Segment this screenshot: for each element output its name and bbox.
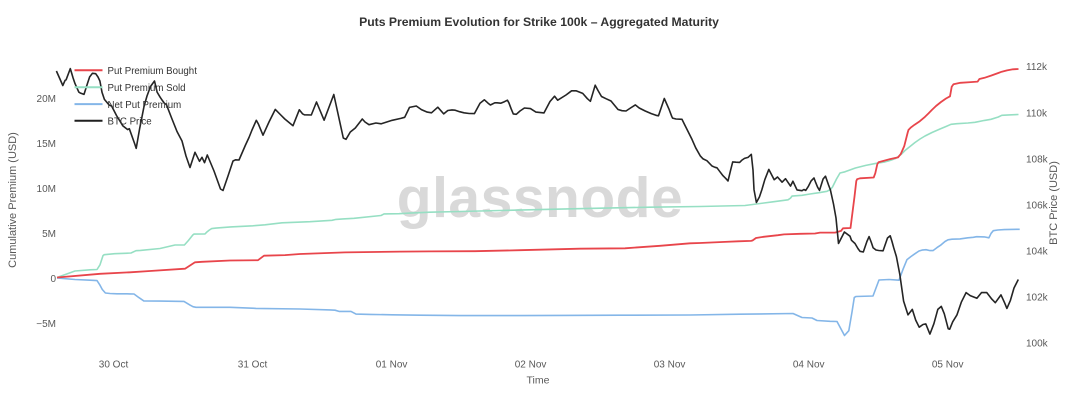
svg-text:Put Premium Bought: Put Premium Bought — [108, 66, 198, 77]
svg-text:03 Nov: 03 Nov — [654, 360, 686, 371]
svg-text:104k: 104k — [1026, 247, 1049, 258]
svg-text:110k: 110k — [1026, 108, 1048, 119]
svg-text:Puts Premium Evolution for Str: Puts Premium Evolution for Strike 100k –… — [359, 15, 719, 29]
svg-text:BTC Price: BTC Price — [108, 116, 152, 127]
svg-text:10M: 10M — [37, 184, 56, 195]
svg-text:01 Nov: 01 Nov — [376, 360, 408, 371]
svg-text:112k: 112k — [1026, 62, 1048, 73]
svg-text:BTC Price (USD): BTC Price (USD) — [1048, 161, 1060, 245]
svg-text:108k: 108k — [1026, 154, 1049, 165]
svg-text:100k: 100k — [1026, 339, 1049, 350]
svg-text:Net Put Premium: Net Put Premium — [108, 100, 182, 111]
svg-text:0: 0 — [50, 274, 56, 285]
svg-text:30 Oct: 30 Oct — [99, 360, 129, 371]
svg-text:Cumulative Premium (USD): Cumulative Premium (USD) — [7, 132, 19, 268]
svg-text:Put Premium Sold: Put Premium Sold — [108, 83, 186, 94]
svg-text:05 Nov: 05 Nov — [932, 360, 964, 371]
svg-text:106k: 106k — [1026, 201, 1049, 212]
svg-text:glassnode: glassnode — [397, 166, 683, 230]
svg-text:04 Nov: 04 Nov — [793, 360, 825, 371]
svg-text:15M: 15M — [37, 139, 56, 150]
svg-text:31 Oct: 31 Oct — [238, 360, 268, 371]
svg-text:Time: Time — [527, 375, 550, 387]
svg-text:20M: 20M — [37, 94, 56, 105]
svg-text:5M: 5M — [42, 229, 56, 240]
svg-text:−5M: −5M — [36, 319, 56, 330]
svg-text:102k: 102k — [1026, 293, 1049, 304]
svg-text:02 Nov: 02 Nov — [515, 360, 547, 371]
